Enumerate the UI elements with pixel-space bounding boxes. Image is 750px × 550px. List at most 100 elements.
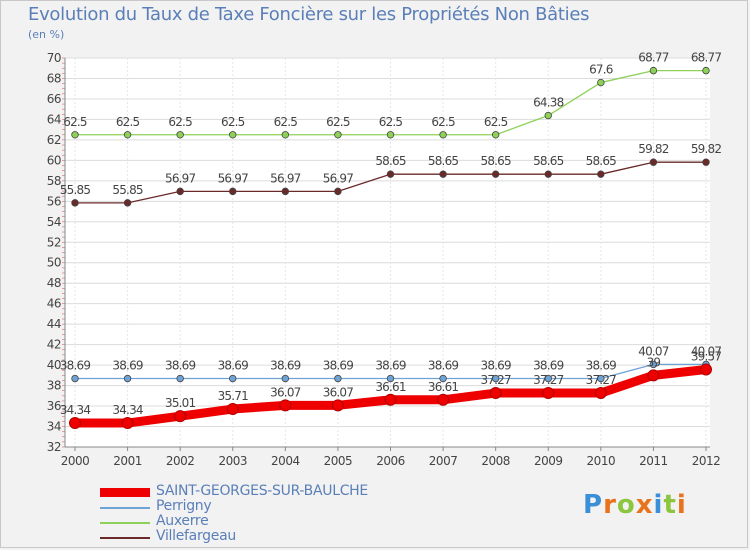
y-tick-label: 50: [47, 256, 61, 270]
data-point-saint-georges-sur-baulche: [384, 393, 397, 406]
data-label-auxerre: 62.5: [379, 115, 403, 129]
y-tick-label: 60: [47, 153, 61, 167]
line-chart: 32 34 36 38 40 42 44 46 48 50 52 54 56 58 60 62 64 66 68 70…: [47, 51, 722, 468]
logo-letter: o: [616, 490, 636, 520]
data-point-villefargeau: [439, 170, 447, 178]
data-point-perrigny: [544, 374, 552, 383]
data-point-villefargeau: [544, 170, 552, 178]
data-point-perrigny: [123, 374, 132, 383]
data-point-auxerre: [439, 131, 447, 139]
data-point-saint-georges-sur-baulche: [700, 363, 712, 376]
data-label-saint-georges-sur-baulche: 35.71: [218, 389, 249, 403]
data-label-villefargeau: 56.97: [323, 171, 354, 185]
data-point-villefargeau: [176, 187, 184, 196]
data-label-perrigny: 40.07: [638, 344, 669, 358]
data-point-perrigny: [649, 360, 658, 369]
data-label-villefargeau: 58.65: [375, 154, 406, 168]
data-point-auxerre: [123, 131, 132, 139]
x-tick-label: 2007: [429, 454, 458, 468]
data-label-villefargeau: 58.65: [586, 154, 617, 168]
data-label-auxerre: 62.5: [221, 115, 245, 129]
data-point-auxerre: [281, 131, 290, 139]
y-tick-label: 68: [47, 71, 61, 85]
data-point-saint-georges-sur-baulche: [331, 399, 344, 412]
data-point-villefargeau: [229, 187, 237, 196]
data-point-auxerre: [491, 131, 500, 139]
y-tick-label: 64: [47, 112, 61, 126]
x-tick-label: 2009: [534, 454, 563, 468]
legend-swatch: [100, 507, 150, 509]
data-label-perrigny: 38.69: [480, 359, 511, 373]
x-tick-label: 2002: [166, 454, 195, 468]
data-label-saint-georges-sur-baulche: 37.27: [533, 373, 564, 387]
data-point-villefargeau: [386, 170, 395, 178]
data-point-perrigny: [491, 374, 500, 383]
data-label-perrigny: 40.07: [691, 344, 722, 358]
data-label-villefargeau: 58.65: [428, 154, 459, 168]
y-tick-label: 42: [47, 338, 61, 352]
data-label-perrigny: 38.69: [112, 359, 143, 373]
data-point-saint-georges-sur-baulche: [437, 393, 450, 406]
proxiti-logo: Proxiti: [583, 490, 687, 520]
data-label-auxerre: 62.5: [274, 115, 298, 129]
data-label-saint-georges-sur-baulche: 36.61: [375, 380, 406, 394]
data-label-auxerre: 62.5: [63, 115, 87, 129]
data-label-saint-georges-sur-baulche: 39.57: [691, 350, 722, 364]
x-tick-label: 2006: [376, 454, 405, 468]
data-label-saint-georges-sur-baulche: 34.34: [112, 403, 143, 417]
data-label-villefargeau: 59.82: [691, 142, 722, 156]
data-point-saint-georges-sur-baulche: [226, 403, 239, 416]
data-point-auxerre: [649, 66, 658, 75]
data-point-villefargeau: [649, 158, 658, 166]
data-label-auxerre: 62.5: [484, 115, 508, 129]
data-label-perrigny: 38.69: [375, 359, 406, 373]
data-label-villefargeau: 56.97: [270, 171, 301, 185]
data-point-auxerre: [176, 131, 184, 139]
logo-letter: r: [603, 490, 617, 520]
data-label-villefargeau: 58.65: [533, 154, 564, 168]
data-label-perrigny: 38.69: [165, 359, 196, 373]
data-label-saint-georges-sur-baulche: 36.61: [428, 380, 459, 394]
y-tick-label: 40: [47, 358, 61, 372]
logo-letter: i: [653, 490, 664, 520]
x-tick-label: 2010: [587, 454, 616, 468]
x-tick-label: 2000: [61, 454, 90, 468]
y-tick-label: 48: [47, 276, 61, 290]
data-label-perrigny: 38.69: [428, 359, 459, 373]
data-point-perrigny: [597, 374, 605, 383]
data-label-auxerre: 62.5: [431, 115, 455, 129]
data-label-perrigny: 38.69: [270, 359, 301, 373]
chart-unit-label: (en %): [28, 28, 65, 41]
y-tick-label: 62: [47, 133, 61, 147]
legend-swatch: [100, 537, 150, 539]
data-point-auxerre: [334, 131, 342, 139]
data-label-villefargeau: 55.85: [112, 183, 143, 197]
data-point-villefargeau: [597, 170, 605, 178]
data-point-saint-georges-sur-baulche: [174, 410, 187, 423]
data-label-villefargeau: 56.97: [165, 171, 196, 185]
data-point-perrigny: [334, 374, 342, 383]
legend-swatch: [100, 488, 150, 497]
x-tick-label: 2003: [218, 454, 247, 468]
y-tick-label: 38: [47, 379, 61, 393]
data-point-perrigny: [229, 374, 237, 383]
data-label-saint-georges-sur-baulche: 37.27: [586, 373, 617, 387]
data-label-saint-georges-sur-baulche: 37.27: [480, 373, 511, 387]
x-tick-label: 2001: [113, 454, 142, 468]
data-label-villefargeau: 59.82: [638, 142, 669, 156]
legend-label: Perrigny: [156, 498, 212, 514]
data-label-perrigny: 38.69: [533, 359, 564, 373]
data-point-villefargeau: [71, 199, 79, 207]
data-label-auxerre: 62.5: [116, 115, 140, 129]
y-tick-label: 36: [47, 399, 61, 413]
x-tick-label: 2008: [481, 454, 510, 468]
logo-letter: P: [583, 490, 604, 520]
data-label-auxerre: 62.5: [168, 115, 192, 129]
y-tick-label: 44: [47, 317, 61, 331]
data-point-perrigny: [176, 374, 184, 383]
y-tick-label: 70: [47, 51, 61, 65]
data-point-saint-georges-sur-baulche: [69, 417, 81, 430]
legend-label: Villefargeau: [156, 528, 236, 544]
data-point-saint-georges-sur-baulche: [594, 387, 607, 400]
y-tick-label: 32: [47, 440, 61, 454]
